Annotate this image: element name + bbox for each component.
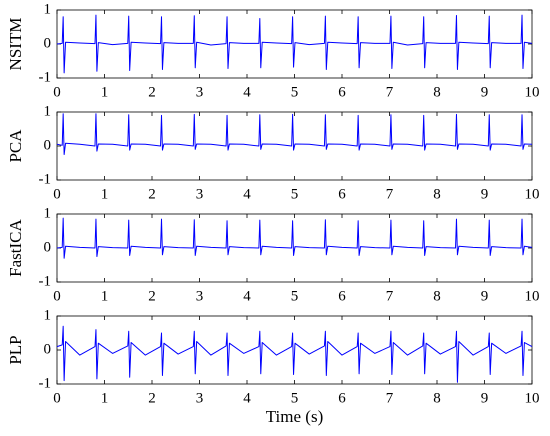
signal-line [56,217,533,259]
x-tick-label: 8 [433,288,441,304]
x-tick-label: 1 [101,186,109,202]
signal-line [56,325,533,383]
x-tick-label: 7 [386,390,394,406]
x-tick-label: 9 [481,288,489,304]
y-tick-label: 0 [44,137,52,153]
y-tick-label: 1 [44,103,52,119]
x-tick-label: 10 [525,390,540,406]
x-tick-label: 1 [101,390,109,406]
x-tick-label: 6 [338,84,346,100]
x-tick-label: 5 [291,390,299,406]
x-tick-label: 7 [386,84,394,100]
x-tick-label: 2 [148,288,156,304]
y-tick-label: -1 [39,171,52,187]
x-tick-label: 3 [196,390,204,406]
x-tick-label: 7 [386,288,394,304]
y-tick-label: -1 [39,375,52,391]
signal-line [56,113,533,155]
x-tick-label: 9 [481,84,489,100]
x-tick-label: 2 [148,84,156,100]
x-tick-label: 6 [338,288,346,304]
x-tick-label: 0 [53,186,61,202]
x-tick-label: 0 [53,84,61,100]
y-tick-label: -1 [39,69,52,85]
x-tick-label: 9 [481,390,489,406]
x-tick-label: 4 [243,288,251,304]
y-tick-label: 0 [44,341,52,357]
y-axis-label: NSITM [6,18,25,71]
y-axis-label: PCA [6,129,25,163]
y-axis-label: FastICA [6,218,25,276]
y-tick-label: 1 [44,205,52,221]
x-tick-label: 3 [196,288,204,304]
x-tick-label: 5 [291,186,299,202]
signal-line [56,14,533,74]
x-tick-label: 2 [148,186,156,202]
x-tick-label: 3 [196,186,204,202]
x-tick-label: 9 [481,186,489,202]
y-tick-label: 1 [44,307,52,323]
y-tick-label: -1 [39,273,52,289]
x-tick-label: 1 [101,288,109,304]
x-tick-label: 1 [101,84,109,100]
x-axis-label: Time (s) [266,407,323,426]
x-tick-label: 8 [433,84,441,100]
x-tick-label: 0 [53,288,61,304]
y-tick-label: 0 [44,239,52,255]
x-tick-label: 10 [525,288,540,304]
x-tick-label: 5 [291,84,299,100]
x-tick-label: 8 [433,390,441,406]
x-tick-label: 4 [243,84,251,100]
x-tick-label: 10 [525,186,540,202]
x-tick-label: 2 [148,390,156,406]
x-tick-label: 7 [386,186,394,202]
x-tick-label: 10 [525,84,540,100]
x-tick-label: 8 [433,186,441,202]
y-tick-label: 1 [44,1,52,17]
x-tick-label: 6 [338,390,346,406]
x-tick-label: 6 [338,186,346,202]
y-tick-label: 0 [44,35,52,51]
y-axis-label: PLP [6,335,25,364]
x-tick-label: 4 [243,390,251,406]
x-tick-label: 4 [243,186,251,202]
x-tick-label: 0 [53,390,61,406]
x-tick-label: 3 [196,84,204,100]
x-tick-label: 5 [291,288,299,304]
